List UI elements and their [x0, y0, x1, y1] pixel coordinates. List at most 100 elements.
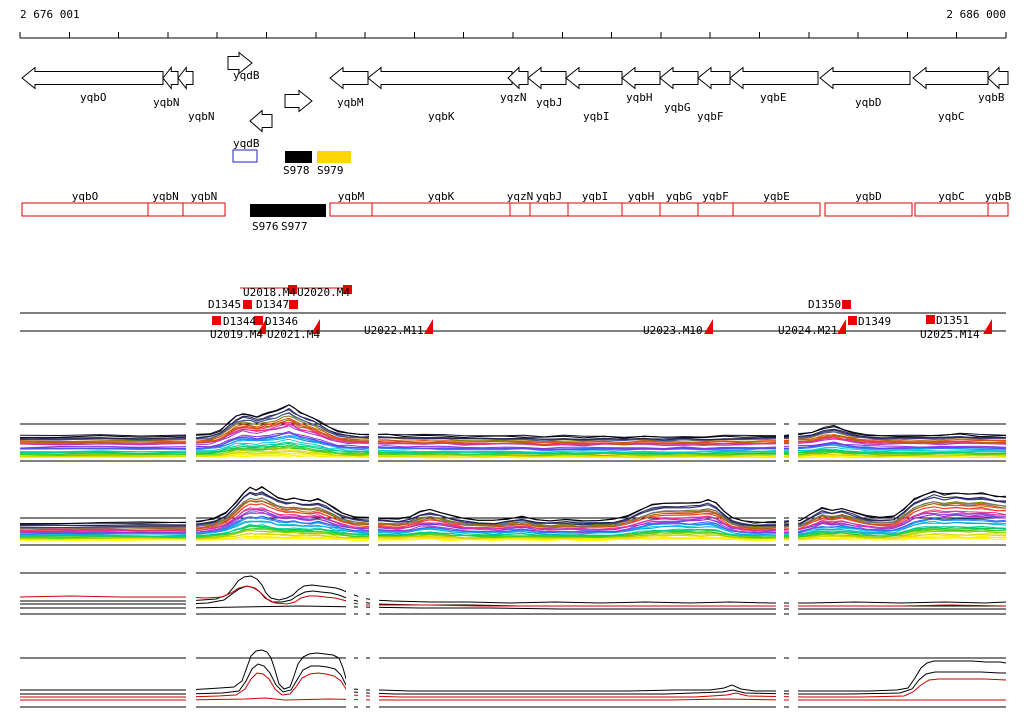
gene-arrow-unlabeled[interactable] — [249, 109, 273, 133]
gene-arrow-yqbK[interactable] — [367, 66, 513, 90]
segment-yqbH[interactable] — [621, 202, 661, 217]
gene-arrow-yqbC[interactable] — [912, 66, 989, 90]
segment-yqbB[interactable] — [987, 202, 1009, 217]
gene-label-yqbE: yqbE — [760, 91, 787, 104]
signal-trace — [19, 535, 1007, 541]
probe-label-U2018.M4: U2018.M4 — [243, 286, 296, 299]
segment-yqbC[interactable] — [914, 202, 989, 217]
probe-label-U2023.M10: U2023.M10 — [643, 324, 703, 337]
gene-arrow-yqbH[interactable] — [621, 66, 661, 90]
segment-yqbJ[interactable] — [529, 202, 569, 217]
gene-arrow-yqzN[interactable] — [507, 66, 529, 90]
signal-trace — [19, 503, 1007, 531]
probe-flag-marker[interactable] — [424, 319, 433, 334]
segment-yqbE[interactable] — [732, 202, 821, 217]
gene-arrow-unlabeled[interactable] — [284, 89, 313, 113]
signal-trace — [19, 521, 1007, 536]
segment-label-yqbO: yqbO — [72, 190, 99, 203]
segment-label-yqbN: yqbN — [152, 190, 179, 203]
probe-flag-marker[interactable] — [257, 319, 266, 334]
segment-label-yqbE: yqbE — [763, 190, 790, 203]
masked-gap-column — [358, 566, 366, 618]
blue-outline-box[interactable] — [232, 149, 258, 163]
gene-arrow-yqbE[interactable] — [729, 66, 819, 90]
signal-trace — [19, 507, 1007, 532]
segment-label-yqbB: yqbB — [985, 190, 1012, 203]
probe-label-D1349: D1349 — [858, 315, 891, 328]
gene-arrow-yqbM[interactable] — [329, 66, 369, 90]
probe-label-U2025.M14: U2025.M14 — [920, 328, 980, 341]
segment-label-yqbD: yqbD — [855, 190, 882, 203]
masked-gap-column — [789, 478, 798, 549]
segment-yqbO[interactable] — [21, 202, 149, 217]
signal-trace — [19, 419, 1007, 445]
masked-gap-column — [186, 402, 196, 466]
signal-trace — [19, 486, 1007, 525]
probe-square-marker[interactable] — [842, 300, 851, 309]
masked-gap-column — [776, 636, 784, 712]
masked-gap-column — [369, 478, 378, 549]
segment-yqbF[interactable] — [697, 202, 734, 217]
probe-square-marker[interactable] — [243, 300, 252, 309]
probe-square-marker[interactable] — [848, 316, 857, 325]
black-segment-box[interactable] — [285, 151, 312, 163]
segment-yqzN[interactable] — [509, 202, 531, 217]
segment-label-yqbC: yqbC — [938, 190, 965, 203]
signal-trace — [19, 492, 1007, 527]
gene-label-yqbN: yqbN — [188, 110, 215, 123]
probe-label-D1345: D1345 — [208, 298, 241, 311]
yellow-segment-box[interactable] — [317, 151, 351, 163]
gene-arrow-yqbN[interactable] — [177, 66, 194, 90]
segment-black-box[interactable] — [250, 204, 326, 217]
gene-label-yqbC: yqbC — [938, 110, 965, 123]
segment-yqbN[interactable] — [147, 202, 184, 217]
segment-label-yqbM: yqbM — [338, 190, 365, 203]
gene-arrow-yqbG[interactable] — [659, 66, 699, 90]
probe-flag-marker[interactable] — [311, 319, 320, 334]
probe-flag-marker[interactable] — [983, 319, 992, 334]
segment-yqbK[interactable] — [371, 202, 511, 217]
gene-label-yqbG: yqbG — [664, 101, 691, 114]
segment-yqbD[interactable] — [824, 202, 913, 217]
gene-arrow-yqbF[interactable] — [697, 66, 731, 90]
signal-trace — [19, 515, 1007, 535]
probe-flag-marker[interactable] — [837, 319, 846, 334]
masked-gap-column — [370, 636, 379, 712]
gene-arrow-yqbO[interactable] — [21, 66, 164, 90]
probe-label-U2021.M4: U2021.M4 — [267, 328, 320, 341]
gene-label-yqbJ: yqbJ — [536, 96, 563, 109]
signal-trace — [19, 417, 1007, 444]
gene-arrow-yqbI[interactable] — [565, 66, 623, 90]
signal-trace — [19, 435, 1007, 452]
gene-arrow-yqbB[interactable] — [987, 66, 1009, 90]
gene-arrow-yqdB[interactable] — [227, 51, 253, 75]
probe-square-marker[interactable] — [289, 300, 298, 309]
signal-trace — [19, 500, 1007, 531]
probe-square-marker[interactable] — [254, 316, 263, 325]
probe-flag-marker[interactable] — [704, 319, 713, 334]
probe-label-D1350: D1350 — [808, 298, 841, 311]
segment-label-yqbK: yqbK — [428, 190, 455, 203]
masked-gap-column — [789, 566, 798, 618]
segment-yqbG[interactable] — [659, 202, 699, 217]
masked-gap-column — [789, 636, 798, 712]
gene-arrow-yqbN[interactable] — [162, 66, 179, 90]
signal-trace — [19, 407, 1007, 441]
segment-yqbI[interactable] — [567, 202, 623, 217]
probe-square-marker[interactable] — [288, 285, 297, 294]
segment-yqbN[interactable] — [182, 202, 226, 217]
probe-square-marker[interactable] — [926, 315, 935, 324]
signal-trace — [19, 511, 1006, 534]
probe-square-marker[interactable] — [212, 316, 221, 325]
gene-arrow-yqbD[interactable] — [819, 66, 911, 90]
probe-square-marker[interactable] — [343, 285, 352, 294]
segment-yqbM[interactable] — [329, 202, 373, 217]
gene-arrow-yqbJ[interactable] — [527, 66, 567, 90]
masked-gap-column — [776, 566, 784, 618]
signal-trace — [20, 649, 1007, 692]
blue-box-label: yqdB — [233, 137, 260, 150]
gene-label-yqzN: yqzN — [500, 91, 527, 104]
gene-label-yqbD: yqbD — [855, 96, 882, 109]
